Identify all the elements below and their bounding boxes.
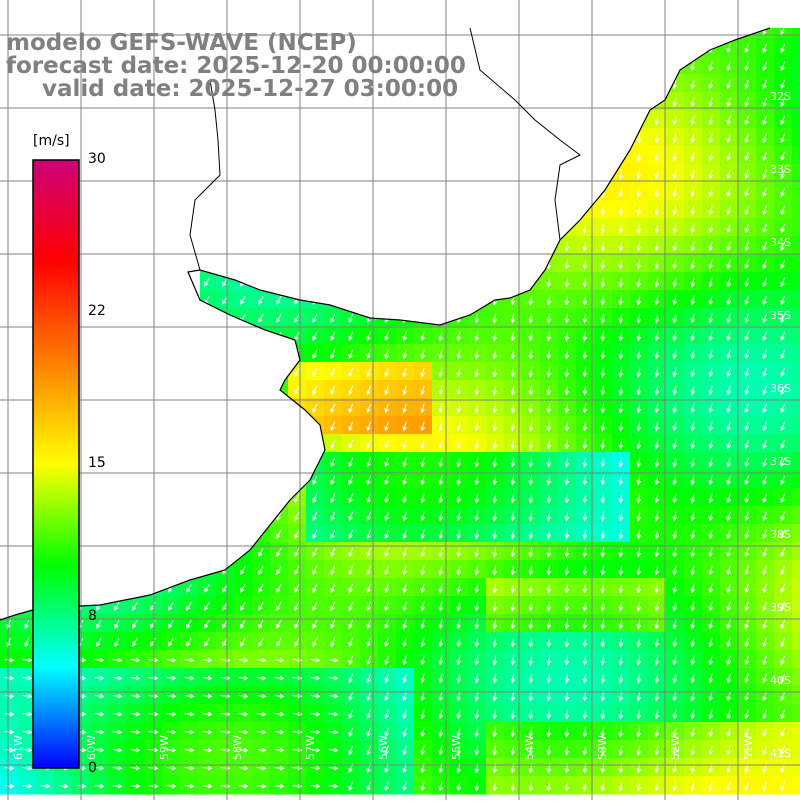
forecast-date: forecast date: 2025-12-20 00:00:00 (6, 53, 466, 79)
lat-label: 41S (770, 747, 791, 760)
lat-label: 39S (770, 601, 791, 614)
lat-label: 34S (770, 236, 791, 249)
lat-label: 40S (770, 674, 791, 687)
lat-label: 32S (770, 90, 791, 103)
legend-tick: 8 (88, 608, 97, 624)
lat-label: 38S (770, 528, 791, 541)
lat-label: 33S (770, 163, 791, 176)
color-scale-gradient (32, 159, 80, 769)
lat-label: 35S (770, 309, 791, 322)
legend-tick: 22 (88, 303, 106, 319)
valid-date: valid date: 2025-12-27 03:00:00 (42, 76, 459, 102)
lon-label: 55W (450, 735, 463, 760)
lon-labels: 61W 60W 59W 58W 57W 56W 55W 54W 53W 52W 51W (12, 735, 755, 760)
lon-label: 57W (304, 735, 317, 760)
wind-field (0, 28, 800, 795)
lon-label: 60W (85, 735, 98, 760)
lat-label: 37S (770, 455, 791, 468)
lon-label: 58W (231, 735, 244, 760)
legend-tick: 30 (88, 151, 106, 167)
legend-unit: [m/s] (33, 133, 70, 149)
legend-tick: 0 (88, 760, 97, 776)
legend-tick: 15 (88, 455, 106, 471)
model-title: modelo GEFS-WAVE (NCEP) (6, 30, 357, 56)
lat-labels: 32S 33S 34S 35S 36S 37S 38S 39S 40S 41S (770, 90, 791, 760)
lon-label: 51W (742, 735, 755, 760)
lon-label: 56W (377, 735, 390, 760)
lon-label: 53W (596, 735, 609, 760)
color-scale-bar (32, 159, 80, 769)
border-line (189, 27, 581, 271)
lon-label: 54W (523, 735, 536, 760)
lat-label: 36S (770, 382, 791, 395)
lon-label: 59W (158, 735, 171, 760)
lon-label: 52W (669, 735, 682, 760)
lon-label: 61W (12, 735, 25, 760)
